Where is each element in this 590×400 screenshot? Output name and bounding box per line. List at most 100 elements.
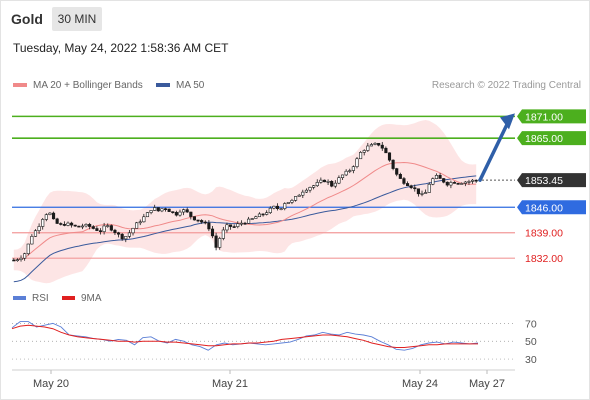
candle-up [153, 207, 157, 211]
candle-down [12, 259, 16, 262]
candles-group [12, 141, 478, 262]
candle [232, 224, 236, 228]
candle-up [279, 208, 283, 210]
candle [138, 219, 142, 226]
candle-down [109, 225, 113, 231]
candle-up [265, 212, 269, 215]
rsi-tick-30: 30 [525, 354, 537, 366]
candle-up [366, 145, 370, 151]
rsi-ma-line [11, 324, 478, 348]
candle-down [384, 147, 388, 154]
candle [185, 207, 189, 213]
credit-text: Research © 2022 Trading Central [431, 80, 581, 91]
candle-up [319, 179, 323, 183]
candle [387, 152, 392, 162]
candle-down [98, 230, 103, 232]
candle-down [416, 188, 420, 195]
candle-up [312, 185, 316, 188]
candle [26, 243, 30, 256]
candle-down [189, 211, 193, 217]
candle-down [120, 233, 124, 240]
candle-down [185, 209, 189, 213]
candle-down [163, 208, 168, 210]
candle [413, 184, 417, 192]
candle-down [409, 185, 413, 189]
candle [88, 222, 92, 230]
candle-up [351, 166, 355, 171]
candle [416, 188, 420, 197]
candle [304, 188, 308, 194]
candle-up [142, 216, 146, 223]
candle-up [145, 212, 150, 218]
x-tick-label: May 27 [469, 378, 505, 390]
level-label-1846.00: 1846.00 [525, 202, 563, 214]
candle-up [135, 222, 139, 229]
candle [290, 198, 294, 205]
candle [272, 205, 276, 210]
legend-ma50-label: MA 50 [176, 80, 205, 91]
candle [218, 236, 222, 250]
candle-down [207, 222, 211, 230]
candle-up [467, 181, 471, 183]
candle-up [449, 182, 453, 186]
candle-down [405, 183, 410, 187]
bollinger-band-area [13, 120, 477, 284]
candle [247, 216, 251, 224]
candle [409, 184, 413, 190]
timeframe-button[interactable]: 30 MIN [52, 7, 102, 31]
candle-up [369, 144, 373, 147]
rsi-tick-50: 50 [525, 336, 537, 348]
candle [474, 179, 478, 183]
candle [91, 225, 95, 230]
candle-down [438, 175, 442, 179]
candle [377, 142, 381, 147]
candle [196, 219, 200, 223]
candle [19, 255, 23, 262]
candle [344, 169, 348, 177]
candle-down [62, 224, 66, 226]
level-tag-1871.00 [517, 109, 586, 124]
candle [62, 221, 66, 227]
candle-up [326, 181, 330, 183]
candle [315, 179, 319, 187]
candle [124, 236, 128, 243]
x-tick-label: May 20 [33, 378, 69, 390]
legend-rsi-ma-label: 9MA [81, 293, 102, 304]
candle-up [362, 150, 366, 153]
candle-up [348, 170, 352, 172]
candle [449, 180, 453, 189]
candle-up [44, 214, 48, 220]
candle-down [214, 235, 218, 248]
timestamp: Tuesday, May 24, 2022 1:58:36 AM CET [13, 41, 229, 55]
candle-up [102, 225, 106, 232]
candle-down [91, 226, 95, 229]
candle-up [33, 230, 38, 237]
candle [210, 226, 215, 239]
candle [460, 182, 464, 185]
candle-up [66, 222, 70, 226]
candle [228, 224, 233, 230]
candle [254, 215, 258, 219]
candle-up [359, 152, 363, 160]
candle-up [236, 223, 240, 227]
candle-down [387, 152, 392, 161]
candle-up [84, 224, 88, 227]
candle-up [131, 227, 135, 234]
candle-up [337, 177, 341, 184]
chart-header: Gold 30 MIN [0, 0, 590, 36]
candle [369, 143, 373, 147]
candle-up [41, 219, 45, 227]
rsi-tick-70: 70 [525, 318, 537, 330]
candle-down [380, 144, 384, 149]
candle [250, 217, 254, 220]
candle [51, 211, 56, 220]
candle-up [257, 213, 262, 218]
candle-down [402, 178, 406, 184]
candle [156, 207, 160, 212]
candle-down [232, 226, 236, 228]
legend-ma50: MA 50 [156, 80, 204, 91]
candle [109, 224, 113, 232]
candle [384, 146, 388, 154]
candle [467, 179, 471, 185]
candle-up [26, 243, 30, 255]
